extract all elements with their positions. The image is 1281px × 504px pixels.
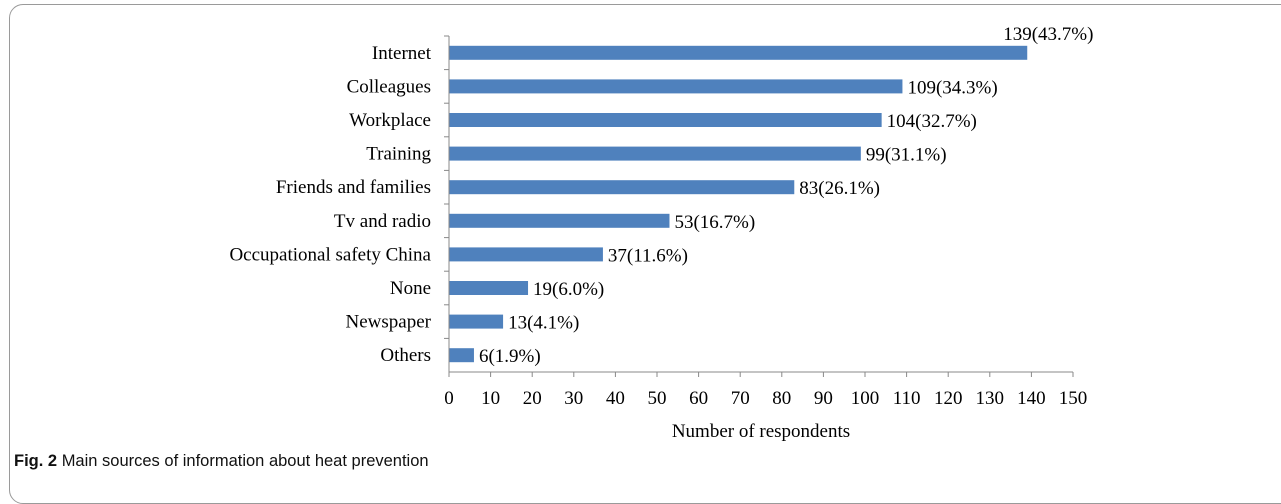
x-tick-label: 100	[851, 388, 880, 409]
data-label: 13(4.1%)	[508, 313, 579, 334]
axes-group	[444, 35, 1073, 373]
x-tick-label: 120	[934, 388, 963, 409]
x-tick-label: 70	[731, 388, 750, 409]
bar	[449, 281, 529, 295]
category-label: Occupational safety China	[229, 244, 431, 265]
category-labels: Internet Colleagues Workplace Training Frien…	[229, 43, 431, 366]
category-label: Others	[380, 345, 431, 366]
x-tick-label: 150	[1059, 388, 1088, 409]
x-tick-label: 60	[689, 388, 708, 409]
x-tick-label: 130	[976, 388, 1005, 409]
data-label: 139(43.7%)	[1003, 24, 1093, 45]
figure-caption: Fig. 2 Main sources of information about…	[14, 452, 429, 471]
category-label: Internet	[372, 43, 432, 64]
figure-number: Fig. 2	[14, 452, 58, 470]
category-label: None	[390, 278, 431, 299]
data-label: 6(1.9%)	[479, 346, 541, 367]
data-label: 83(26.1%)	[799, 178, 880, 199]
category-label: Newspaper	[346, 312, 432, 333]
x-axis-label: Number of respondents	[672, 421, 850, 442]
data-label: 99(31.1%)	[866, 145, 947, 166]
bar	[449, 113, 882, 127]
data-label: 109(34.3%)	[907, 77, 997, 98]
bar	[449, 314, 504, 329]
data-label: 37(11.6%)	[608, 245, 688, 266]
bar	[449, 45, 1028, 60]
value-labels: 139(43.7%) 109(34.3%) 104(32.7%) 99(31.1%) 8…	[479, 24, 1094, 367]
bar	[449, 79, 903, 94]
bar	[449, 247, 603, 262]
x-tick-label: 140	[1017, 388, 1046, 409]
x-tick-label: 50	[648, 388, 667, 409]
x-tick-label: 30	[564, 388, 583, 409]
data-label: 53(16.7%)	[674, 212, 755, 233]
x-tick-label: 110	[893, 388, 921, 409]
category-label: Training	[366, 144, 431, 165]
bars-group	[449, 45, 1028, 363]
category-label: Friends and families	[276, 177, 431, 198]
data-label: 104(32.7%)	[887, 111, 977, 132]
x-tick-label: 80	[772, 388, 791, 409]
category-label: Tv and radio	[334, 211, 431, 232]
data-label: 19(6.0%)	[533, 279, 604, 300]
x-tick-label: 90	[814, 388, 833, 409]
bar	[449, 213, 670, 228]
bar	[449, 180, 795, 195]
bar	[449, 146, 861, 161]
category-label: Colleagues	[347, 76, 431, 97]
x-tick-label: 0	[444, 388, 454, 409]
x-ticks: 0 10 20 30 40 50 60 70 80 90 100 110 120 130 140 150	[444, 372, 1087, 409]
x-tick-label: 40	[606, 388, 625, 409]
x-tick-label: 10	[481, 388, 500, 409]
x-tick-label: 20	[523, 388, 542, 409]
bar-chart: Internet Colleagues Workplace Training Frien…	[229, 24, 1094, 442]
category-label: Workplace	[349, 110, 431, 131]
bar	[449, 348, 474, 363]
figure-caption-text: Main sources of information about heat p…	[61, 452, 429, 470]
